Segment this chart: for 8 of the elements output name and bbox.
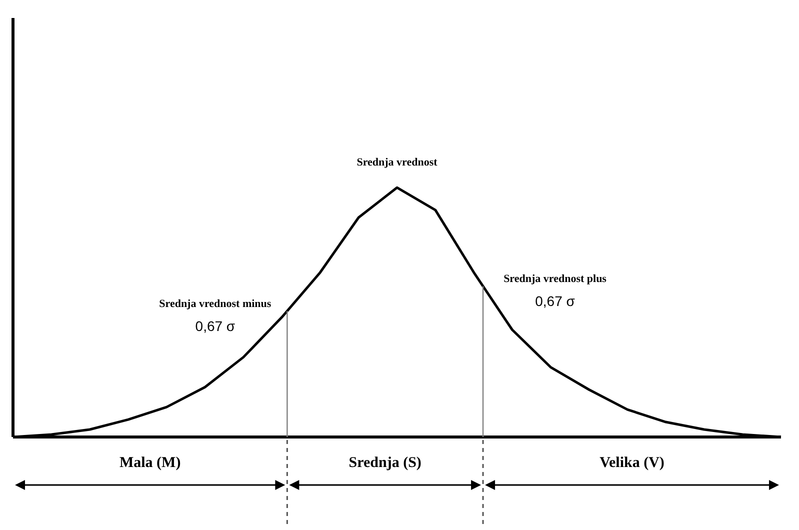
annotation: Srednja vrednost minus xyxy=(159,298,272,310)
text: Srednja vrednost xyxy=(356,156,438,169)
text: Velika (V) xyxy=(600,455,664,471)
annotation: 0,67 σ xyxy=(535,293,576,310)
text: Srednja (S) xyxy=(348,455,422,471)
annotation: 0,67 σ xyxy=(195,318,236,334)
annotation: Srednja vrednost plus xyxy=(504,273,608,286)
text: Mala (M) xyxy=(119,455,181,471)
